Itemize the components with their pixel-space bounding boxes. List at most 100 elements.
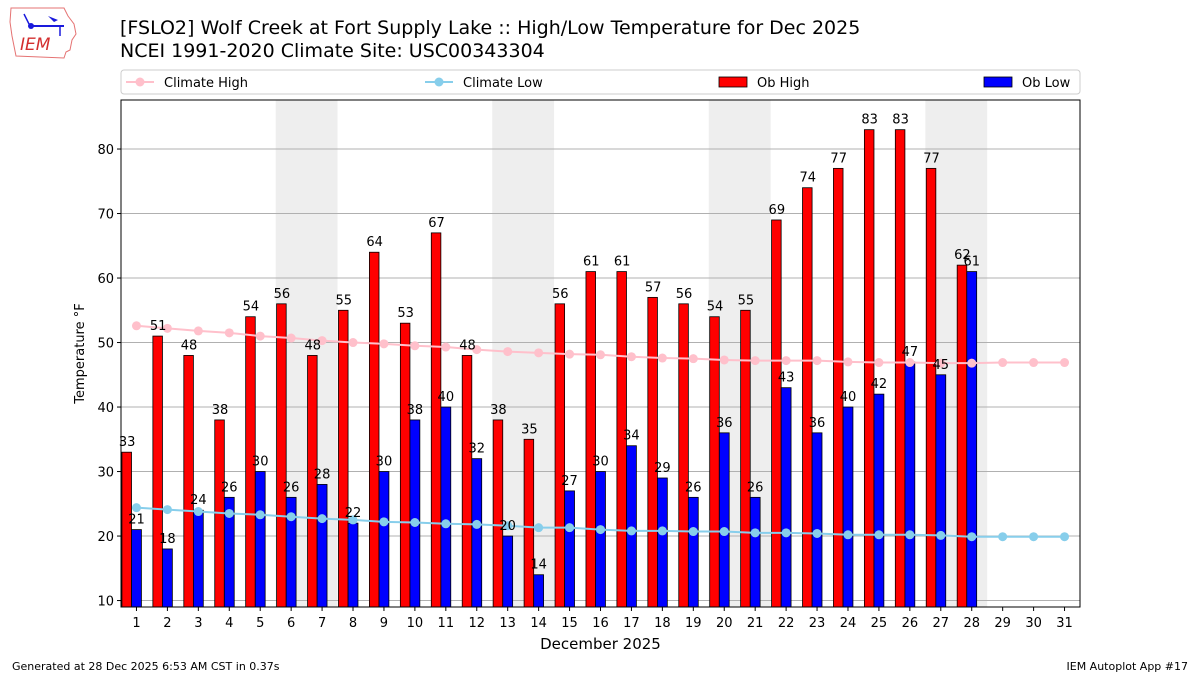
climate-low-point (719, 527, 729, 537)
ob-low-bar (533, 574, 544, 608)
ob-low-label: 26 (221, 480, 238, 495)
ob-high-bar (338, 309, 349, 608)
ob-low-bar (966, 271, 978, 608)
ob-low-label: 22 (345, 506, 362, 521)
x-tick-label: 17 (623, 616, 640, 631)
x-tick-label: 15 (561, 616, 578, 631)
x-tick-label: 20 (716, 616, 733, 631)
climate-high-point (565, 349, 575, 359)
ob-low-bar (935, 374, 947, 608)
ob-low-label: 26 (283, 480, 300, 495)
climate-low-point (781, 528, 791, 538)
ob-high-label: 83 (892, 113, 909, 128)
climate-low-point (162, 505, 172, 515)
ob-low-bar (842, 406, 854, 608)
legend-entry: Climate High (164, 76, 248, 91)
climate-high-point (936, 358, 946, 368)
legend-marker (135, 77, 145, 87)
ob-low-label: 20 (499, 519, 516, 534)
climate-low-point (534, 523, 544, 533)
climate-low-point (503, 521, 513, 531)
climate-high-point (1029, 358, 1039, 368)
x-tick-label: 28 (963, 616, 980, 631)
ob-low-bar (780, 387, 792, 608)
ob-high-label: 51 (150, 319, 167, 334)
ob-low-label: 40 (840, 390, 857, 405)
ob-low-label: 26 (685, 480, 702, 495)
ob-low-bar (811, 432, 823, 608)
climate-high-point (255, 331, 265, 341)
ob-low-bar (409, 419, 421, 608)
ob-high-label: 53 (397, 306, 414, 321)
ob-low-label: 27 (561, 474, 578, 489)
ob-low-bar (347, 522, 359, 608)
svg-text:IEM: IEM (20, 35, 51, 55)
x-tick-label: 10 (407, 616, 424, 631)
ob-high-bar (492, 419, 504, 608)
ob-high-label: 33 (119, 435, 136, 450)
ob-high-bar (771, 219, 782, 608)
ob-low-label: 14 (530, 558, 547, 573)
climate-high-point (781, 356, 791, 366)
x-tick-label: 23 (809, 616, 826, 631)
ob-high-bar (369, 251, 380, 608)
climate-low-point (967, 532, 977, 542)
x-tick-label: 27 (933, 616, 950, 631)
climate-high-point (472, 345, 482, 355)
climate-low-point (131, 503, 141, 513)
ob-high-bar (554, 303, 566, 608)
x-tick-label: 22 (778, 616, 795, 631)
ob-low-bar (687, 496, 699, 608)
climate-low-point (441, 519, 451, 529)
ob-low-bar (162, 548, 173, 608)
x-tick-label: 29 (994, 616, 1011, 631)
footer-generated: Generated at 28 Dec 2025 6:53 AM CST in … (12, 660, 280, 673)
climate-high-point (596, 350, 605, 360)
ob-low-bar (873, 393, 885, 608)
ob-high-label: 55 (738, 293, 755, 308)
climate-low-point (843, 530, 853, 540)
climate-low-point (596, 525, 605, 535)
ob-low-label: 30 (592, 455, 609, 470)
x-tick-label: 30 (1025, 616, 1042, 631)
ob-high-label: 69 (769, 203, 786, 218)
climate-high-point (162, 323, 172, 333)
ob-low-bar (471, 458, 483, 608)
climate-low-point (317, 514, 327, 524)
climate-high-point (441, 342, 451, 352)
ob-low-label: 36 (716, 416, 733, 431)
ob-high-bar (430, 232, 442, 608)
ob-high-label: 62 (954, 248, 971, 263)
chart-subtitle: NCEI 1991-2020 Climate Site: USC00343304 (120, 40, 545, 62)
ob-low-label: 34 (623, 429, 640, 444)
climate-high-point (410, 341, 420, 351)
ob-low-bar (657, 477, 668, 608)
ob-low-bar (316, 484, 328, 608)
ob-low-label: 38 (407, 403, 424, 418)
climate-high-point (193, 326, 203, 336)
x-tick-label: 25 (871, 616, 888, 631)
climate-high-point (905, 358, 915, 368)
ob-high-label: 64 (366, 235, 383, 250)
ob-low-label: 21 (128, 513, 145, 528)
ob-high-bar (585, 271, 596, 608)
ob-high-label: 56 (274, 287, 291, 302)
ob-high-bar (833, 167, 844, 608)
climate-low-point (286, 512, 296, 522)
climate-high-point (131, 321, 141, 331)
climate-low-point (874, 530, 884, 540)
climate-high-point (1060, 358, 1070, 368)
ob-low-label: 45 (933, 358, 950, 373)
footer-app: IEM Autoplot App #17 (1066, 660, 1189, 673)
climate-low-point (379, 517, 389, 527)
climate-low-point (657, 526, 667, 536)
climate-high-point (379, 339, 389, 349)
ob-low-bar (378, 471, 390, 608)
x-tick-label: 14 (530, 616, 547, 631)
ob-low-label: 24 (190, 493, 207, 508)
climate-low-point (905, 530, 915, 540)
ob-high-label: 67 (428, 216, 445, 231)
ob-low-bar (718, 432, 730, 608)
